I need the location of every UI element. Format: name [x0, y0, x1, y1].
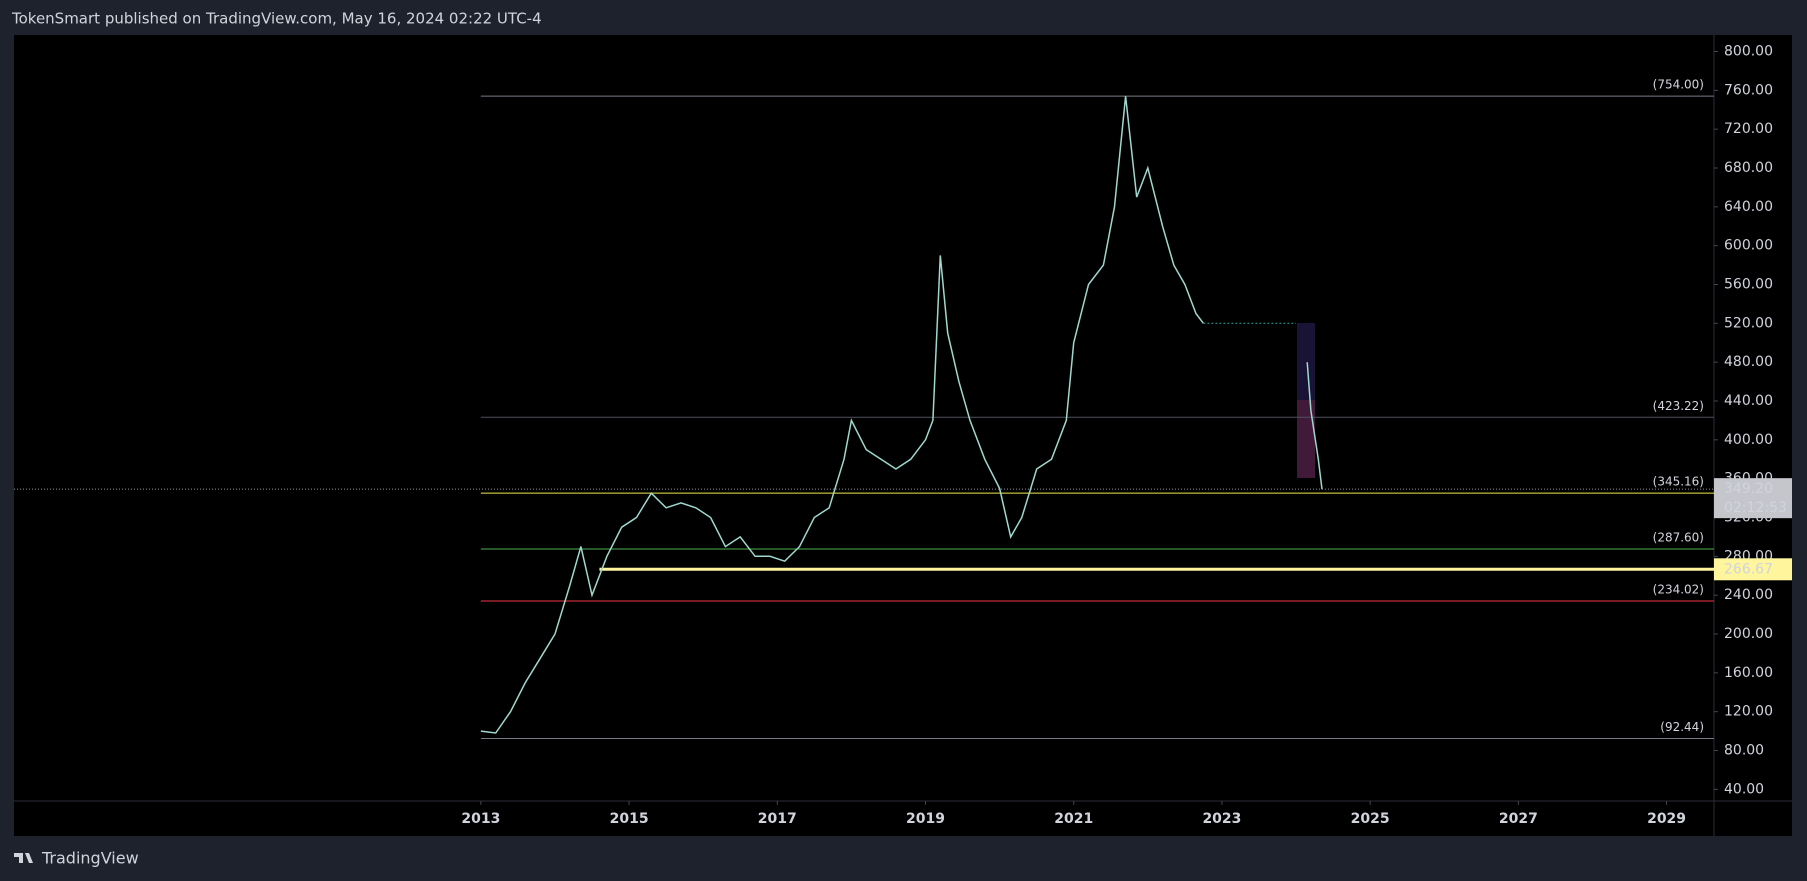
y-tick-label: 160.00	[1724, 665, 1773, 681]
x-tick-label: 2021	[1054, 811, 1093, 827]
y-tick-label: 200.00	[1724, 626, 1773, 642]
zone-box	[1297, 400, 1315, 478]
y-tick-label: 680.00	[1724, 160, 1773, 176]
current-price-box	[1714, 478, 1792, 519]
price-line	[480, 96, 1323, 734]
level-label: (92.44)	[1660, 720, 1704, 734]
y-tick-label: 80.00	[1724, 743, 1764, 759]
x-tick-label: 2015	[610, 811, 649, 827]
level-label: (287.60)	[1653, 530, 1704, 544]
level-label: (754.00)	[1653, 78, 1704, 92]
y-tick-label: 520.00	[1724, 315, 1773, 331]
y-tick-label: 720.00	[1724, 121, 1773, 137]
header: TokenSmart published on TradingView.com,…	[11, 10, 542, 28]
x-tick-label: 2017	[758, 811, 797, 827]
y-tick-label: 120.00	[1724, 704, 1773, 720]
y-tick-label: 600.00	[1724, 238, 1773, 254]
support-axis-label: 266.67	[1724, 561, 1773, 577]
footer: TradingView	[41, 849, 139, 868]
x-tick-label: 2019	[906, 811, 945, 827]
x-tick-label: 2023	[1202, 811, 1241, 827]
y-tick-label: 240.00	[1724, 587, 1773, 603]
level-label: (234.02)	[1653, 582, 1704, 596]
x-tick-label: 2013	[461, 811, 500, 827]
level-label: (423.22)	[1653, 399, 1704, 413]
x-tick-label: 2025	[1351, 811, 1390, 827]
y-tick-label: 760.00	[1724, 82, 1773, 98]
level-label: (345.16)	[1653, 475, 1704, 489]
x-tick-label: 2029	[1647, 811, 1686, 827]
y-tick-label: 40.00	[1724, 781, 1764, 797]
current-price-label: 349.20	[1724, 481, 1773, 497]
y-tick-label: 480.00	[1724, 354, 1773, 370]
y-tick-label: 640.00	[1724, 199, 1773, 215]
chart-pane	[14, 35, 1792, 836]
y-tick-label: 400.00	[1724, 432, 1773, 448]
y-tick-label: 440.00	[1724, 393, 1773, 409]
x-tick-label: 2027	[1499, 811, 1538, 827]
support-axis-box	[1714, 558, 1792, 581]
countdown: 02:12:53	[1724, 500, 1787, 516]
y-tick-label: 560.00	[1724, 277, 1773, 293]
logo	[14, 853, 33, 863]
y-tick-label: 800.00	[1724, 44, 1773, 60]
